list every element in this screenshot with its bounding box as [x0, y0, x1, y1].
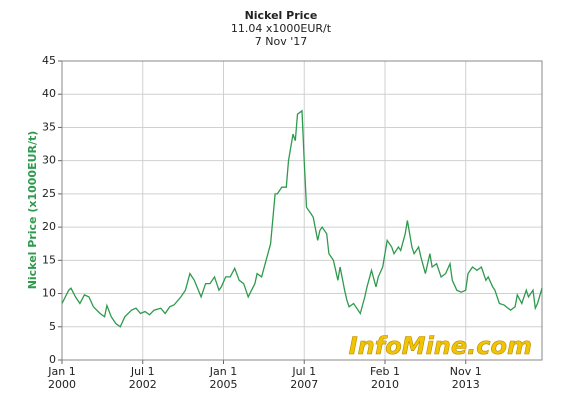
x-tick-label: Jan 1	[209, 365, 237, 378]
x-tick-label: 2007	[290, 378, 318, 391]
y-tick-label: 40	[42, 87, 56, 100]
y-tick-label: 35	[42, 120, 56, 133]
y-tick-label: 30	[42, 154, 56, 167]
x-tick-label: Jul 1	[291, 365, 316, 378]
x-tick-label: Jul 1	[130, 365, 155, 378]
x-tick-label: 2000	[48, 378, 76, 391]
date-label: 7 Nov '17	[255, 35, 307, 48]
y-tick-label: 45	[42, 54, 56, 67]
x-tick-label: Feb 1	[370, 365, 400, 378]
y-tick-label: 15	[42, 253, 56, 266]
y-tick-label: 20	[42, 220, 56, 233]
x-tick-label: 2002	[129, 378, 157, 391]
x-tick-label: Nov 1	[450, 365, 482, 378]
x-tick-label: 2005	[209, 378, 237, 391]
x-tick-label: Jan 1	[47, 365, 75, 378]
y-tick-label: 25	[42, 187, 56, 200]
y-tick-label: 0	[49, 353, 56, 366]
chart-title: Nickel Price	[245, 9, 318, 22]
x-tick-label: 2013	[452, 378, 480, 391]
x-tick-label: 2010	[371, 378, 399, 391]
y-axis-label: Nickel Price (x1000EUR/t)	[26, 131, 39, 290]
y-tick-label: 10	[42, 287, 56, 300]
watermark: InfoMine.com	[349, 332, 532, 360]
plot-frame	[61, 60, 543, 361]
chart-subtitle: 11.04 x1000EUR/t	[231, 22, 332, 35]
y-tick-label: 5	[49, 320, 56, 333]
price-line	[61, 109, 543, 328]
